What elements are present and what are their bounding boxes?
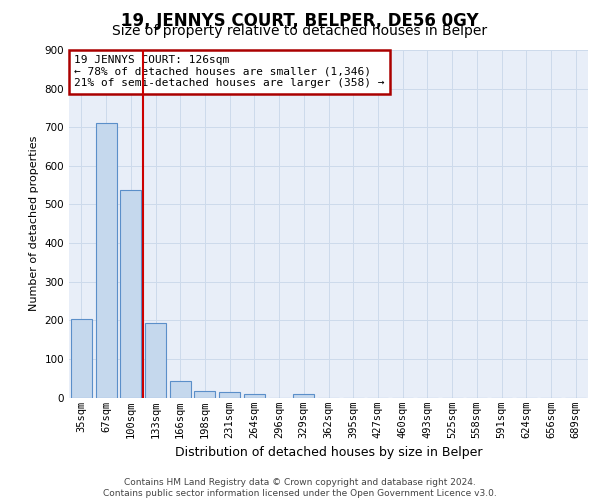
Bar	[120, 190, 141, 398]
Bar	[95, 124, 116, 398]
Bar	[194, 390, 215, 398]
Bar	[293, 394, 314, 398]
Text: 19 JENNYS COURT: 126sqm
← 78% of detached houses are smaller (1,346)
21% of semi: 19 JENNYS COURT: 126sqm ← 78% of detache…	[74, 55, 385, 88]
Bar	[170, 380, 191, 398]
X-axis label: Distribution of detached houses by size in Belper: Distribution of detached houses by size …	[175, 446, 482, 459]
Bar	[145, 323, 166, 398]
Text: Contains HM Land Registry data © Crown copyright and database right 2024.
Contai: Contains HM Land Registry data © Crown c…	[103, 478, 497, 498]
Bar	[71, 319, 92, 398]
Text: 19, JENNYS COURT, BELPER, DE56 0GY: 19, JENNYS COURT, BELPER, DE56 0GY	[121, 12, 479, 30]
Y-axis label: Number of detached properties: Number of detached properties	[29, 136, 39, 312]
Bar	[244, 394, 265, 398]
Bar	[219, 392, 240, 398]
Text: Size of property relative to detached houses in Belper: Size of property relative to detached ho…	[112, 24, 488, 38]
